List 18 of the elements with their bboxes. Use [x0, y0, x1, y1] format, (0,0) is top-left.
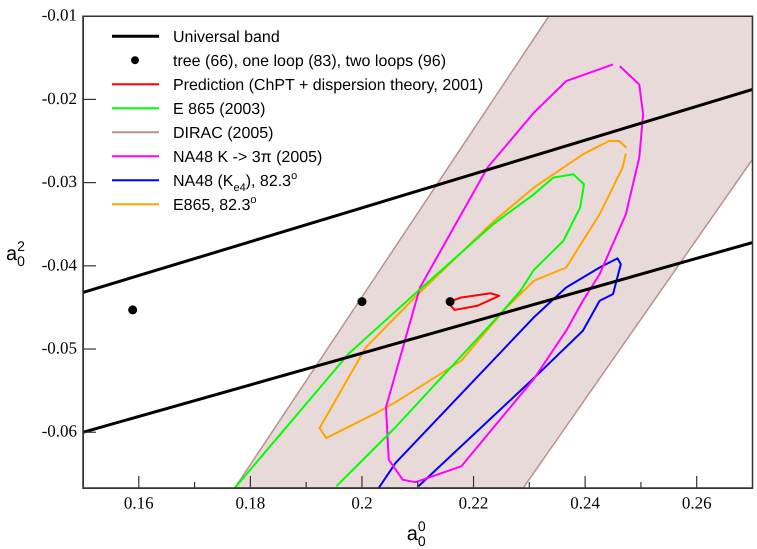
x-tick-label: 0.16	[124, 494, 154, 513]
legend-label: E 865 (2003)	[173, 101, 266, 118]
legend-label: DIRAC (2005)	[173, 125, 274, 142]
legend-label: Universal band	[173, 29, 280, 46]
x-tick-label: 0.2	[351, 494, 373, 513]
x-tick-label: 0.18	[236, 494, 266, 513]
x-tick-label: 0.26	[682, 494, 712, 513]
y-tick-label: -0.06	[42, 422, 77, 441]
legend-label: Prediction (ChPT + dispersion theory, 2001)	[173, 77, 484, 94]
legend-label: NA48 K -> 3π (2005)	[173, 149, 322, 166]
y-tick-label: -0.01	[42, 6, 77, 25]
legend-label: tree (66), one loop (83), two loops (96)	[173, 53, 446, 70]
y-tick-label: -0.02	[42, 88, 77, 108]
y-tick-label: -0.05	[42, 338, 77, 358]
y-tick-label: -0.03	[42, 172, 77, 192]
x-tick-label: 0.22	[458, 494, 488, 513]
y-tick-label: -0.04	[42, 255, 78, 274]
x-tick-label: 0.24	[570, 494, 600, 513]
